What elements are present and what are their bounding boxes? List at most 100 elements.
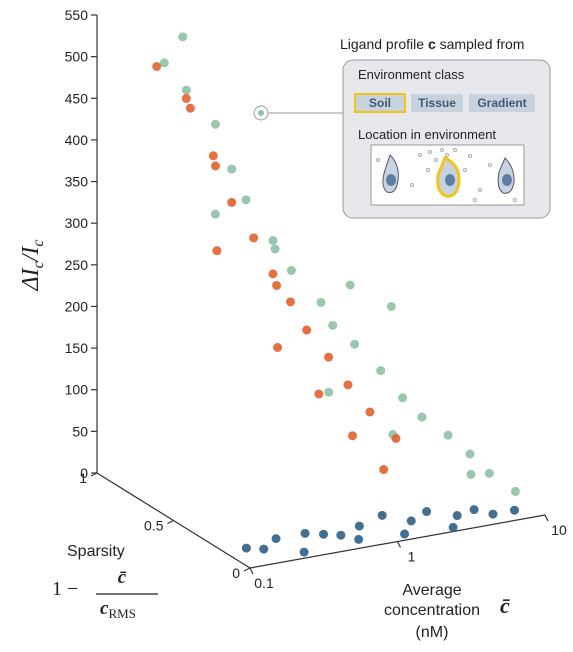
y-tick xyxy=(90,472,98,477)
point xyxy=(152,61,162,71)
point xyxy=(452,511,462,521)
nucleus xyxy=(445,174,455,186)
point xyxy=(510,486,520,496)
point xyxy=(377,510,387,520)
point xyxy=(241,543,251,553)
point xyxy=(300,528,310,538)
inset-title-part: c xyxy=(428,36,436,52)
point xyxy=(272,280,282,290)
x-axis-label: (nM) xyxy=(416,624,449,641)
x-symbol: c̄ xyxy=(500,593,510,618)
button-label[interactable]: Gradient xyxy=(477,96,526,110)
point xyxy=(299,547,309,557)
x-tick-label: 1 xyxy=(408,549,416,565)
point xyxy=(324,387,334,397)
point xyxy=(268,269,278,279)
y-tick-label: 0.5 xyxy=(144,518,164,534)
point xyxy=(343,380,353,390)
z-tick-label: 200 xyxy=(65,298,89,314)
button-label[interactable]: Tissue xyxy=(418,96,456,110)
y-axis-label: Sparsity xyxy=(67,543,125,560)
point xyxy=(178,32,188,42)
x-tick xyxy=(249,567,254,575)
point xyxy=(268,236,278,246)
point xyxy=(443,430,453,440)
callout-dot xyxy=(258,110,264,116)
point xyxy=(286,297,296,307)
x-tick xyxy=(396,541,402,548)
point xyxy=(354,534,364,544)
point xyxy=(302,325,312,335)
point xyxy=(286,266,296,276)
x-axis-label: concentration xyxy=(384,602,480,619)
z-label-part: c xyxy=(30,240,47,247)
y-formula-part: c xyxy=(100,598,109,619)
z-label-part: ΔI xyxy=(18,267,44,291)
y-formula: 1 − xyxy=(52,578,78,600)
point xyxy=(324,352,334,362)
z-tick-label: 500 xyxy=(65,49,89,65)
z-tick-label: 350 xyxy=(65,174,89,190)
button[interactable] xyxy=(469,94,535,112)
point xyxy=(319,529,329,539)
point xyxy=(316,297,326,307)
button[interactable] xyxy=(354,93,406,113)
point xyxy=(259,544,269,554)
point xyxy=(379,465,389,475)
points xyxy=(152,32,520,557)
point xyxy=(345,280,355,290)
point xyxy=(510,505,520,515)
y-formula: c̄ xyxy=(118,567,127,588)
z-tick-label: 50 xyxy=(72,423,88,439)
point xyxy=(386,301,396,311)
point xyxy=(328,320,338,330)
point xyxy=(314,389,324,399)
y-formula: cRMS xyxy=(100,598,136,621)
z-tick-label: 300 xyxy=(65,215,89,231)
point xyxy=(469,505,479,515)
y-formula-part: RMS xyxy=(108,606,135,621)
inset-title: Ligand profile c sampled from xyxy=(340,36,524,52)
z-tick-label: 150 xyxy=(65,340,89,356)
point xyxy=(466,469,476,479)
point xyxy=(400,529,410,539)
point xyxy=(273,342,283,352)
y-tick xyxy=(243,567,251,572)
z-tick-label: 100 xyxy=(65,382,89,398)
z-tick-label: 0 xyxy=(80,465,88,481)
point xyxy=(484,468,494,478)
button[interactable] xyxy=(411,94,463,112)
point xyxy=(227,164,237,174)
z-label-part: /I xyxy=(18,246,44,264)
point xyxy=(422,507,432,517)
y-tick xyxy=(167,519,174,525)
y-tick-label: 1 xyxy=(79,470,87,486)
y-tick-label: 0 xyxy=(232,565,240,581)
inset-title-part: sampled from xyxy=(436,36,525,52)
point xyxy=(249,233,259,243)
button-label[interactable]: Soil xyxy=(369,96,391,110)
point xyxy=(336,530,346,540)
point xyxy=(210,209,220,219)
point xyxy=(448,522,458,532)
nucleus xyxy=(386,174,396,186)
point xyxy=(181,93,191,103)
point xyxy=(185,103,195,113)
point xyxy=(391,433,401,443)
point xyxy=(159,58,169,68)
point xyxy=(211,119,221,129)
z-tick-label: 250 xyxy=(65,257,89,273)
inset-label: Location in environment xyxy=(358,127,496,142)
point xyxy=(348,431,358,441)
point xyxy=(488,509,498,519)
point xyxy=(365,407,375,417)
axes: 0 50 100 150 200 250 300 350 400 450 500 550 0 0.5 1 0.… xyxy=(65,7,567,591)
point xyxy=(465,449,475,459)
point xyxy=(376,366,386,376)
point xyxy=(354,521,364,531)
point xyxy=(350,339,360,349)
inset-label: Environment class xyxy=(358,67,465,82)
ligand-dots xyxy=(376,148,517,202)
point xyxy=(227,197,237,207)
